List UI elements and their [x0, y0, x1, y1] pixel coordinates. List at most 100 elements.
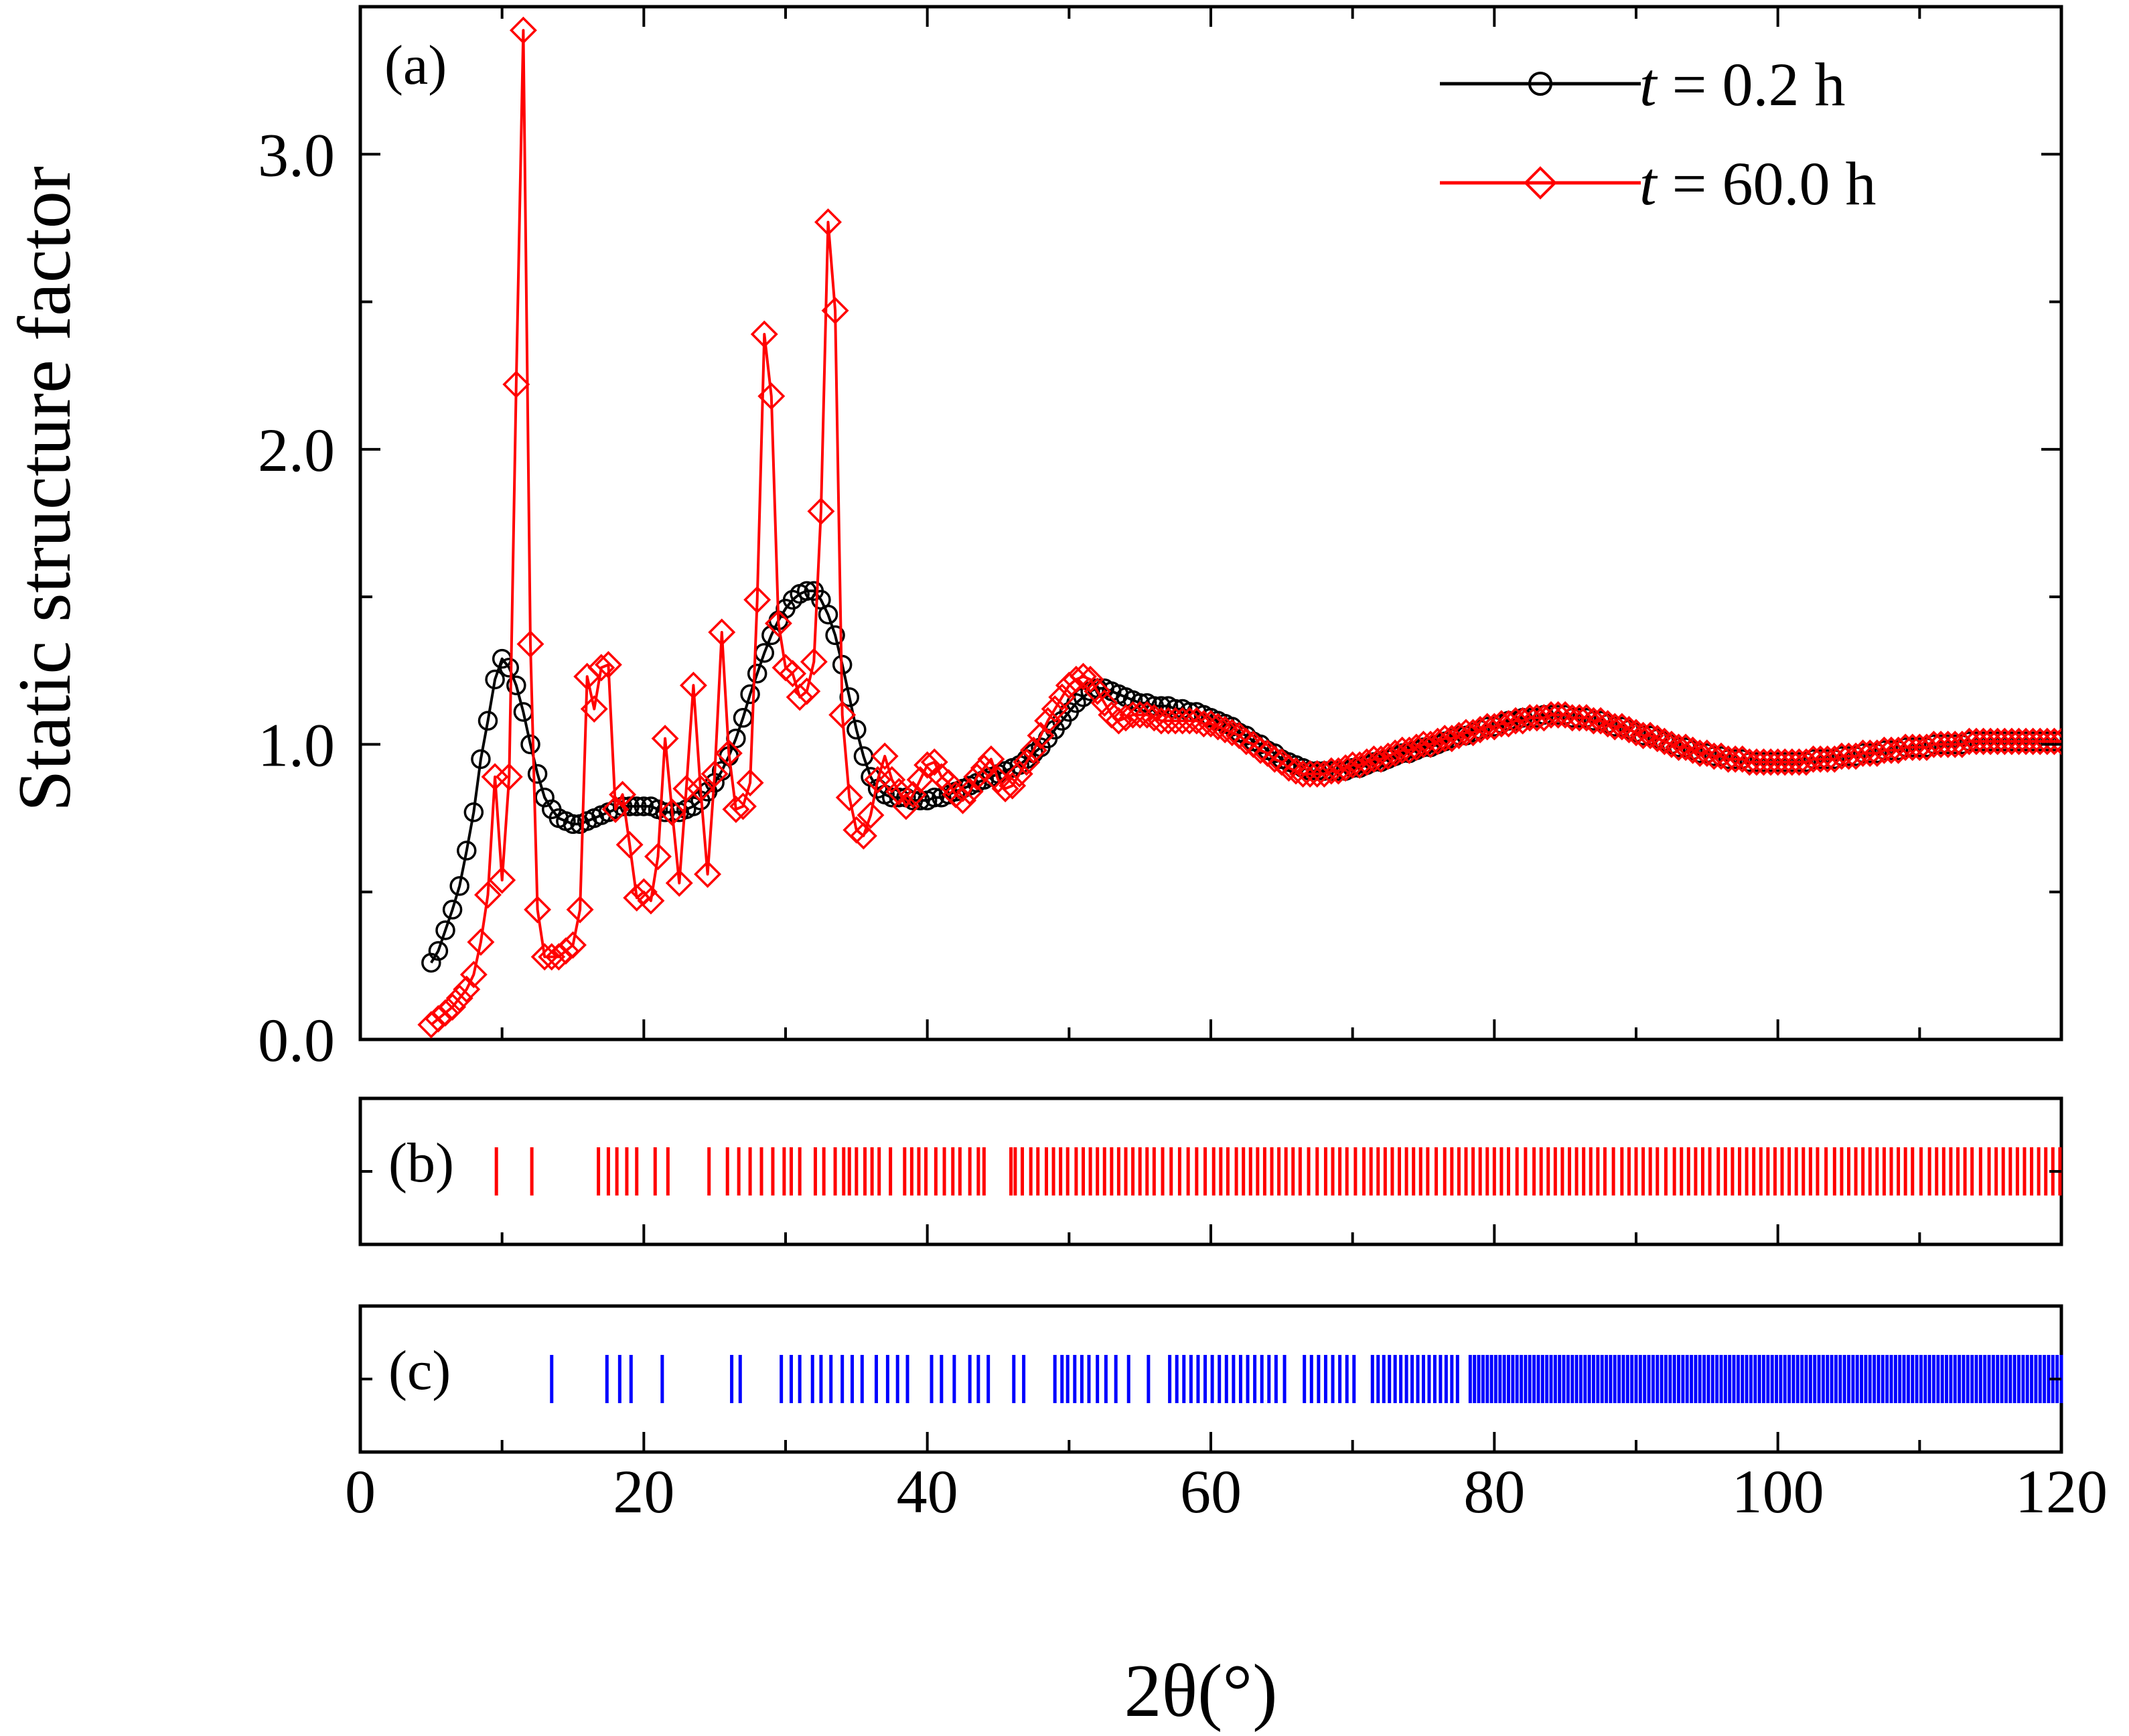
series-t-0.2h-point — [655, 802, 675, 822]
series-t-60h-point — [1339, 751, 1367, 779]
series-t-0.2h-point — [449, 876, 469, 896]
series-t-60h-point — [1516, 704, 1544, 732]
series-t-0.2h-point — [740, 684, 760, 705]
series-t-60h-point — [1885, 736, 1913, 764]
series-t-0.2h-point — [442, 899, 463, 920]
series-t-0.2h-point — [499, 658, 519, 678]
series-t-0.2h-point — [457, 841, 477, 861]
x-tick-label: 100 — [1732, 1457, 1824, 1526]
series-t-60h-point — [1835, 742, 1862, 770]
series-t-60h-point — [587, 654, 615, 682]
legend-entry-t-0.2h-label: t = 0.2 h — [1639, 50, 1845, 119]
series-t-60h-point — [1849, 739, 1877, 768]
panel-b-reflections — [494, 1147, 2062, 1196]
series-t-60h-point — [1325, 757, 1352, 785]
series-t-60h-point — [495, 763, 523, 791]
series-t-60h-point — [1558, 704, 1587, 732]
series-t-60h-point — [878, 766, 906, 794]
series-t-60h-point — [1636, 721, 1664, 749]
series-t-60h-point — [566, 895, 594, 924]
series-t-60h-point — [1260, 745, 1289, 773]
series-t-60h-point — [2033, 727, 2061, 755]
x-tick-label: 60 — [1180, 1457, 1242, 1526]
series-t-60h-point — [991, 775, 1019, 802]
series-t-60h-point — [757, 382, 786, 411]
series-t-60h-point — [1800, 745, 1828, 773]
series-t-0.2h-point — [435, 920, 455, 940]
series-t-60h-point — [1771, 748, 1799, 776]
series-t-60h-point — [1274, 754, 1303, 782]
series-t-60h-point — [1416, 730, 1445, 758]
series-t-60h-point — [1792, 748, 1820, 776]
series-t-60h-point — [1856, 739, 1884, 768]
series-t-60h-point — [1424, 727, 1452, 755]
series-t-60h-point — [1459, 719, 1487, 747]
series-t-60h-point — [949, 786, 977, 814]
legend-value: = 60.0 h — [1657, 149, 1877, 218]
panel-label-a: (a) — [384, 34, 447, 96]
series-t-60h-point — [615, 830, 644, 859]
series-t-60h-point — [1070, 662, 1097, 691]
series-t-60h-point — [1480, 713, 1508, 741]
series-t-60h-point — [779, 660, 807, 688]
series-t-60h-point — [459, 960, 488, 989]
series-t-60h-point — [729, 792, 757, 820]
series-t-60h-point — [1927, 730, 1955, 758]
series-t-60h-point — [1998, 727, 2026, 755]
series-t-60h-point — [1778, 748, 1806, 776]
series-t-60h-point — [1218, 719, 1246, 747]
series-t-60h-point — [1133, 701, 1161, 729]
series-t-60h-point — [920, 748, 948, 776]
panel-label-b: (b) — [388, 1132, 454, 1194]
series-t-60h-point — [1650, 727, 1678, 755]
axis-ticks — [359, 5, 2063, 1452]
series-t-60h-point — [1530, 704, 1558, 732]
series-t-60h-point — [764, 609, 792, 638]
series-t-60h-point — [1785, 748, 1813, 776]
series-t-0.2h-point — [924, 787, 944, 808]
series-t-60h-point — [1232, 727, 1260, 755]
series-t-60h-point — [1842, 742, 1870, 770]
series-t-60h-point — [1331, 754, 1360, 782]
series-t-60h-point — [743, 586, 772, 614]
series-t-60h-point — [1246, 736, 1274, 764]
series-t-60h-point — [1381, 739, 1409, 768]
series-t-60h-point — [1034, 707, 1062, 735]
series-t-60h-point — [1970, 727, 1998, 755]
series-t-60h-point — [1757, 748, 1785, 776]
panel-c-reflections — [550, 1355, 2063, 1403]
series-t-60h-point — [1899, 733, 1927, 762]
series-t-60h-point — [1920, 730, 1948, 758]
series-t-0.2h-point — [825, 625, 845, 646]
series-t-60h-point — [1303, 760, 1331, 788]
series-t-60h-point — [1750, 748, 1777, 776]
series-t-60h-point — [1806, 745, 1834, 773]
series-t-60h-point — [1317, 757, 1345, 785]
series-t-60h-point — [686, 775, 715, 802]
series-t-60h-point — [708, 618, 736, 646]
series-t-60h-point — [672, 775, 701, 802]
x-tick-label: 80 — [1463, 1457, 1525, 1526]
series-t-60h-point — [1495, 710, 1522, 738]
series-t-60h-point — [1643, 725, 1672, 753]
series-t-60h-point — [1814, 745, 1842, 773]
series-t-0.2h-point — [506, 675, 526, 696]
series-t-60h-point — [1013, 748, 1041, 776]
series-t-60h-point — [474, 881, 502, 909]
series-t-60h-point — [524, 895, 552, 924]
series-t-60h-point — [963, 763, 991, 791]
series-t-60h-point — [1119, 701, 1147, 729]
series-t-60h-point — [552, 937, 580, 965]
y-tick-label: 1.0 — [258, 711, 335, 779]
series-t-60h-point — [559, 931, 587, 959]
series-t-60h-point — [1976, 727, 2004, 755]
x-axis-label: 2θ(°) — [1124, 1650, 1277, 1733]
series-t-60h-point — [1820, 745, 1848, 773]
series-t-60h-point — [828, 701, 857, 729]
series-t-60h-point — [609, 780, 637, 808]
series-t-60h-point — [1211, 715, 1239, 743]
y-tick-label: 2.0 — [258, 416, 335, 484]
series-t-0.2h-point — [847, 719, 867, 740]
series-t-60h-point — [1289, 760, 1317, 788]
series-t-60h-point — [1041, 695, 1069, 723]
